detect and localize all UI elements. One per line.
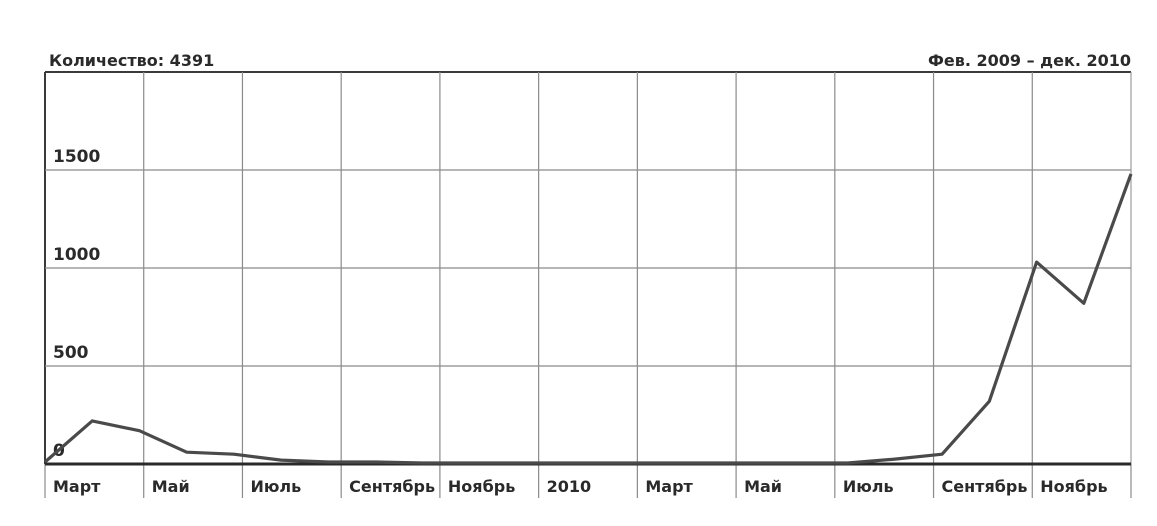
- x-tick-label: Сентябрь: [942, 477, 1028, 496]
- y-tick-label: 1000: [53, 245, 100, 265]
- x-tick-label: Март: [53, 477, 101, 496]
- x-tick-label: Ноябрь: [1040, 477, 1107, 496]
- x-tick-label: Июль: [843, 477, 894, 496]
- x-axis-ticks: Март Май Июль Сентябрь Ноябрь 2010 Март Май Июль…: [53, 477, 1108, 496]
- x-tick-label: Сентябрь: [349, 477, 435, 496]
- x-tick-label: Май: [152, 477, 190, 496]
- x-tick-label: Март: [645, 477, 693, 496]
- chart-series: [43, 173, 1133, 465]
- data-line: [43, 173, 1133, 465]
- chart-grid: [44, 71, 1132, 498]
- x-tick-label: Май: [744, 477, 782, 496]
- x-tick-label: Ноябрь: [448, 477, 515, 496]
- x-tick-label: Июль: [250, 477, 301, 496]
- y-tick-label: 1500: [53, 147, 100, 167]
- x-tick-label: 2010: [547, 477, 592, 496]
- chart-period-label: Фев. 2009 – дек. 2010: [928, 51, 1131, 70]
- y-tick-label: 500: [53, 343, 89, 363]
- chart-count-label: Количество: 4391: [49, 51, 214, 70]
